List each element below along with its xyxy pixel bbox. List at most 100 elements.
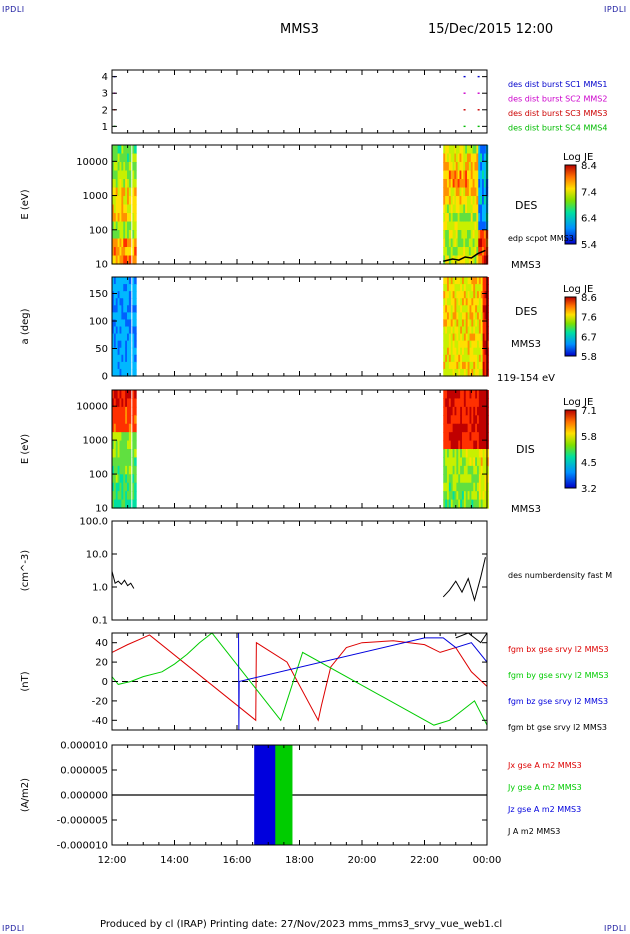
dis-energy-heatmap-cell: [132, 406, 135, 416]
des-energy-heatmap-cell: [476, 187, 479, 197]
des-pitch-heatmap-cell: [469, 319, 472, 328]
des-energy-heatmap-cell: [461, 247, 464, 257]
dis-energy-heatmap-cell: [471, 449, 474, 459]
des-pitch-heatmap-cell: [127, 354, 130, 363]
burst-legend-entry: des dist burst SC2 MMS2: [508, 95, 607, 104]
des-pitch-heatmap-cell: [473, 284, 476, 292]
des-pitch-heatmap-cell: [450, 326, 454, 335]
des-pitch-heatmap-cell: [480, 305, 484, 313]
des-energy-heatmap-cell: [454, 196, 457, 206]
des-pitch-heatmap-cell: [127, 340, 130, 349]
des-pitch-heatmap-cell: [450, 361, 454, 370]
dis-energy-heatmap-cell: [119, 491, 122, 501]
des-pitch-panel-frame: [111, 276, 488, 377]
dis-energy-heatmap-cell: [123, 465, 126, 475]
des-pitch-heatmap-cell: [480, 340, 484, 349]
dis-energy-heatmap-cell: [458, 415, 461, 425]
des-pitch-heatmap-cell: [119, 354, 122, 363]
colorbar-tick-label: 8.4: [581, 161, 597, 172]
dis-energy-heatmap-cell: [475, 423, 478, 433]
dis-energy-heatmap-cell: [115, 432, 119, 442]
des-pitch-heatmap-cell: [463, 347, 467, 356]
dis-energy-heatmap-cell: [119, 440, 122, 450]
des-energy-heatmap-cell: [119, 255, 122, 265]
des-energy-heatmap-cell: [457, 247, 461, 257]
des-pitch-heatmap-cell: [469, 326, 472, 335]
des-energy-heatmap-cell: [125, 196, 128, 206]
des-pitch-heatmap-cell: [475, 368, 478, 377]
des-pitch-heatmap-cell: [134, 347, 137, 356]
des-energy-heatmap-cell: [445, 238, 448, 248]
dis-energy-heatmap-cell: [458, 432, 461, 442]
des-pitch-heatmap-cell: [447, 354, 450, 363]
des-energy-heatmap-cell: [125, 179, 128, 189]
dis-energy-heatmap-cell: [477, 465, 480, 475]
dis-energy-heatmap-cell: [467, 398, 471, 408]
current-legend-entry: Jy gse A m2 MMS3: [507, 783, 582, 792]
des-pitch-heatmap-cell: [121, 368, 124, 377]
des-pitch-heatmap-cell: [450, 340, 454, 349]
dis-energy-heatmap-cell: [128, 449, 132, 459]
des-energy-heatmap-cell: [117, 230, 121, 240]
des-energy-heatmap-cell: [474, 196, 477, 206]
des-energy-heatmap-cell: [463, 162, 466, 172]
dis-energy-heatmap-cell: [452, 499, 456, 509]
des-energy-heatmap-cell: [112, 221, 115, 231]
des-pitch-heatmap-cell: [445, 361, 448, 370]
des-pitch-heatmap-cell: [443, 312, 446, 321]
dis-energy-heatmap-cell: [478, 474, 482, 484]
des-energy-heatmap-cell: [455, 213, 459, 223]
des-pitch-heatmap-cell: [128, 305, 132, 313]
des-energy-heatmap-cell: [454, 204, 457, 214]
des-energy-heatmap-cell: [467, 221, 470, 231]
dis-energy-heatmap-cell: [465, 440, 469, 450]
dis-energy-heatmap-cell: [478, 415, 482, 425]
colorbar-tick-label: 5.8: [581, 352, 597, 363]
des-pitch-heatmap-cell: [462, 319, 465, 328]
des-pitch-heatmap-cell: [117, 298, 121, 306]
des-energy-heatmap-cell: [472, 162, 476, 172]
dis-energy-heatmap-cell: [471, 482, 474, 492]
des-pitch-heatmap-cell: [452, 291, 456, 299]
des-energy-heatmap-cell: [463, 145, 466, 155]
des-pitch-heatmap-cell: [471, 277, 474, 285]
des-pitch-heatmap-cell: [448, 305, 452, 313]
des-pitch-heatmap-cell: [482, 368, 486, 377]
dis-energy-heatmap-cell: [123, 423, 126, 433]
des-pitch-heatmap-cell: [117, 305, 121, 313]
des-energy-heatmap-cell: [113, 187, 117, 197]
dis-energy-heatmap-cell: [471, 457, 474, 467]
des-energy-heatmap-cell: [455, 247, 459, 257]
des-energy-heatmap-cell: [461, 196, 464, 206]
des-energy-heatmap-cell: [134, 162, 137, 172]
des-energy-heatmap-cell: [112, 247, 115, 257]
des-pitch-heatmap-cell: [460, 284, 463, 292]
burst-y-tick-label: 3: [102, 89, 108, 100]
des-pitch-heatmap-cell: [450, 354, 454, 363]
bfield-legend-entry: fgm by gse srvy l2 MMS3: [508, 671, 609, 680]
dis-energy-heatmap-cell: [447, 449, 450, 459]
des-energy-heatmap-cell: [459, 162, 462, 172]
des-pitch-heatmap-cell: [475, 326, 478, 335]
current-burst-block: [275, 745, 293, 845]
dis-energy-heatmap-cell: [450, 423, 454, 433]
des-energy-heatmap-cell: [457, 221, 461, 231]
des-pitch-heatmap-cell: [127, 284, 130, 292]
des-pitch-heatmap-cell: [445, 305, 448, 313]
des-pitch-heatmap-cell: [462, 284, 465, 292]
des-energy-heatmap-cell: [127, 230, 130, 240]
des-pitch-heatmap-cell: [480, 361, 484, 370]
dis-energy-heatmap-cell: [463, 491, 467, 501]
des-pitch-heatmap-cell: [480, 298, 484, 306]
des-pitch-heatmap-cell: [477, 333, 480, 342]
des-energy-heatmap-cell: [452, 221, 456, 231]
des-pitch-heatmap-cell: [447, 277, 450, 285]
des-energy-heatmap-cell: [450, 187, 454, 197]
des-energy-heatmap-cell: [468, 255, 472, 265]
des-pitch-heatmap-cell: [456, 340, 459, 349]
des-energy-heatmap-cell: [119, 170, 122, 180]
des-pitch-heatmap-cell: [456, 291, 459, 299]
des-energy-heatmap-cell: [463, 196, 466, 206]
des-energy-heatmap-cell: [113, 255, 117, 265]
des-pitch-heatmap-cell: [462, 326, 465, 335]
